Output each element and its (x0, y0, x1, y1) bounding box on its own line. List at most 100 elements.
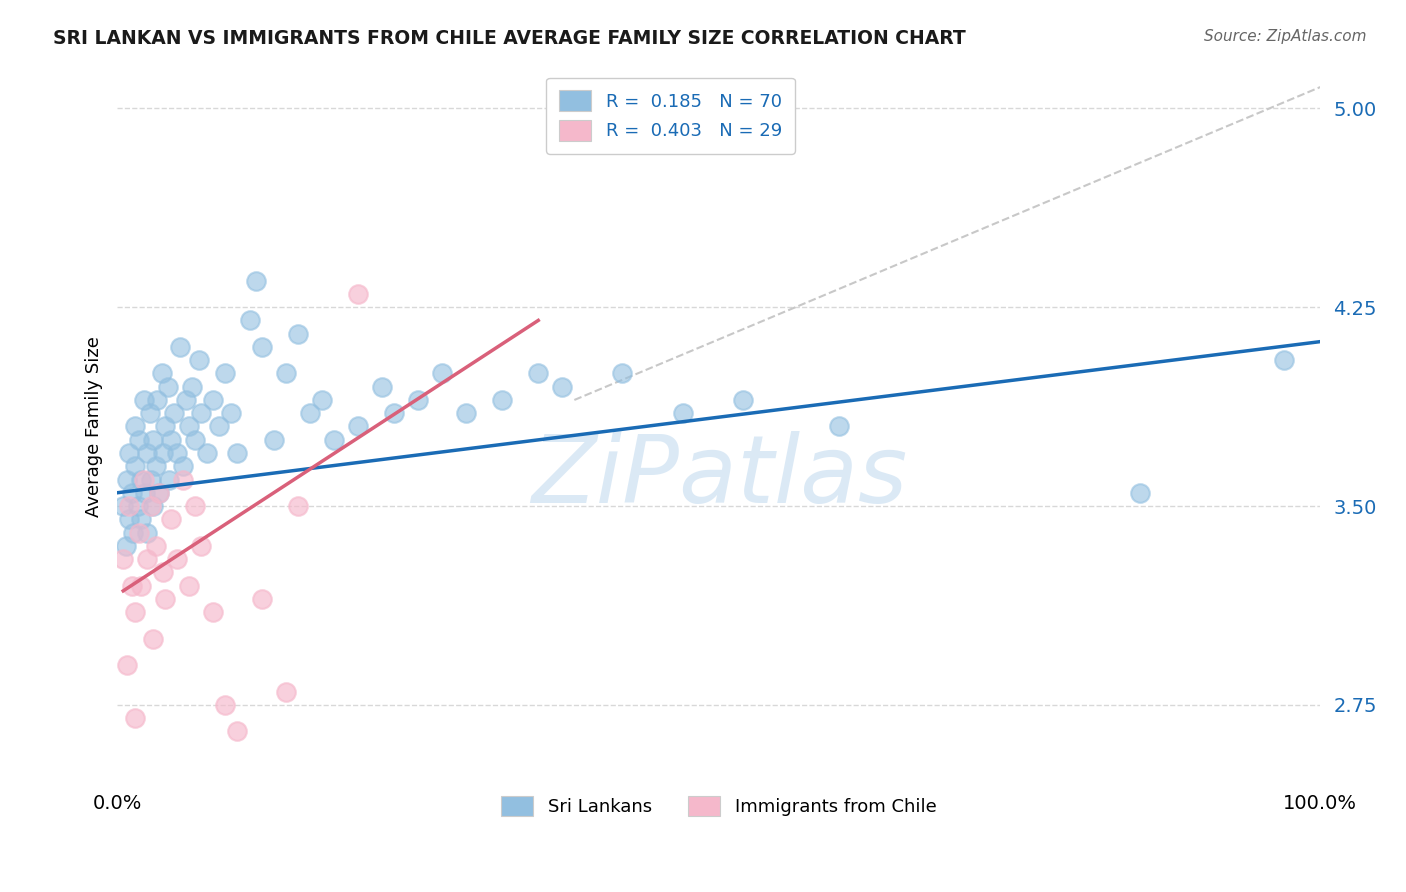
Point (527, 367, 550, 381)
Point (250, 340, 273, 354)
Point (184, 499, 207, 513)
Point (551, 380, 574, 394)
Point (245, 274, 267, 288)
Text: Source: ZipAtlas.com: Source: ZipAtlas.com (1204, 29, 1367, 44)
Point (148, 485, 170, 500)
Point (128, 525, 150, 540)
Point (287, 499, 309, 513)
Point (202, 605, 225, 619)
Point (146, 392, 169, 407)
Point (128, 433, 150, 447)
Point (226, 446, 249, 460)
Point (115, 658, 138, 673)
Point (132, 392, 155, 407)
Point (166, 552, 188, 566)
Point (118, 499, 141, 513)
Point (371, 380, 394, 394)
Point (121, 485, 143, 500)
Point (156, 380, 179, 394)
Point (118, 512, 141, 526)
Point (172, 459, 194, 474)
Point (127, 499, 149, 513)
Legend: Sri Lankans, Immigrants from Chile: Sri Lankans, Immigrants from Chile (492, 787, 946, 825)
Point (145, 539, 167, 553)
Point (142, 499, 165, 513)
Point (672, 406, 695, 420)
Point (179, 419, 201, 434)
Point (179, 578, 201, 592)
Point (136, 525, 159, 540)
Point (155, 419, 177, 434)
Point (118, 446, 141, 460)
Point (208, 419, 231, 434)
Point (214, 367, 236, 381)
Point (132, 473, 155, 487)
Point (238, 313, 260, 327)
Point (406, 392, 429, 407)
Point (138, 406, 160, 420)
Point (139, 499, 162, 513)
Text: ZiPatlas: ZiPatlas (530, 431, 907, 522)
Point (114, 539, 136, 553)
Point (214, 698, 236, 712)
Point (157, 473, 180, 487)
Point (136, 552, 159, 566)
Point (129, 473, 152, 487)
Point (142, 433, 165, 447)
Point (346, 286, 368, 301)
Point (121, 578, 143, 592)
Y-axis label: Average Family Size: Average Family Size (86, 336, 103, 516)
Point (298, 406, 321, 420)
Point (346, 419, 368, 434)
Point (1129, 485, 1152, 500)
Point (190, 539, 212, 553)
Point (274, 367, 297, 381)
Point (184, 433, 207, 447)
Point (322, 433, 344, 447)
Point (174, 392, 197, 407)
Point (274, 684, 297, 698)
Point (134, 485, 156, 500)
Point (150, 367, 173, 381)
Point (136, 446, 159, 460)
Point (155, 591, 177, 606)
Point (152, 446, 174, 460)
Point (129, 578, 152, 592)
Point (311, 392, 333, 407)
Point (226, 724, 249, 739)
Point (263, 433, 285, 447)
Point (139, 473, 162, 487)
Point (828, 419, 851, 434)
Point (115, 473, 138, 487)
Point (250, 591, 273, 606)
Point (169, 340, 191, 354)
Point (124, 711, 146, 725)
Point (491, 392, 513, 407)
Point (612, 367, 634, 381)
Point (430, 367, 453, 381)
Point (124, 419, 146, 434)
Point (221, 406, 243, 420)
Point (180, 380, 202, 394)
Text: SRI LANKAN VS IMMIGRANTS FROM CHILE AVERAGE FAMILY SIZE CORRELATION CHART: SRI LANKAN VS IMMIGRANTS FROM CHILE AVER… (53, 29, 966, 47)
Point (145, 459, 167, 474)
Point (172, 473, 194, 487)
Point (148, 485, 170, 500)
Point (129, 512, 152, 526)
Point (112, 552, 135, 566)
Point (166, 446, 188, 460)
Point (124, 605, 146, 619)
Point (163, 406, 186, 420)
Point (287, 326, 309, 341)
Point (160, 433, 183, 447)
Point (188, 353, 211, 368)
Point (382, 406, 405, 420)
Point (160, 512, 183, 526)
Point (197, 446, 219, 460)
Point (202, 392, 225, 407)
Point (190, 406, 212, 420)
Point (454, 406, 477, 420)
Point (1272, 353, 1295, 368)
Point (142, 632, 165, 646)
Point (121, 525, 143, 540)
